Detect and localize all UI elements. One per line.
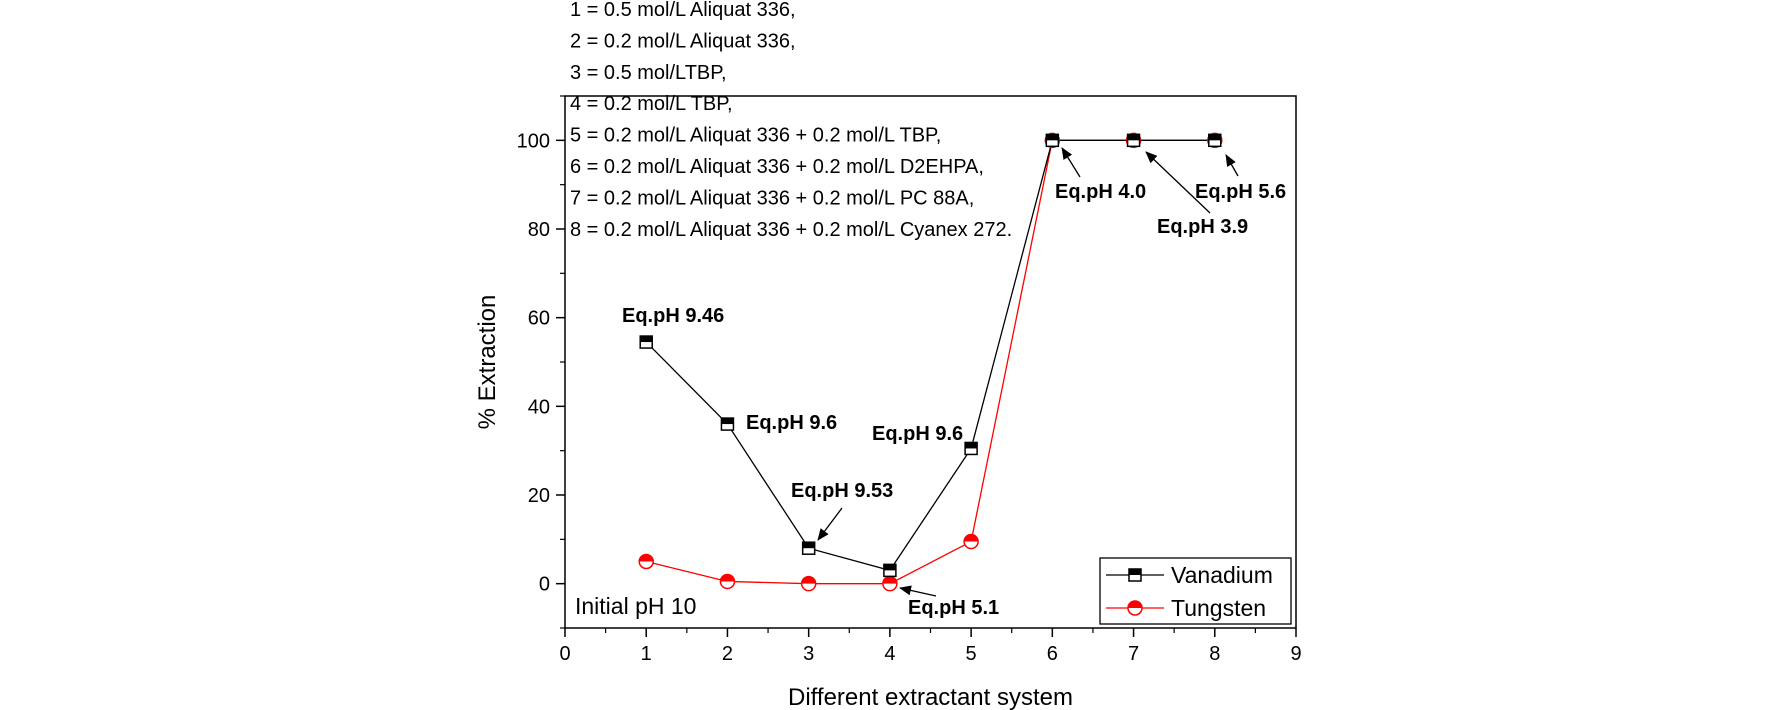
extractant-key-line: 7 = 0.2 mol/L Aliquat 336 + 0.2 mol/L PC…	[570, 187, 974, 209]
extractant-key-line: 5 = 0.2 mol/L Aliquat 336 + 0.2 mol/L TB…	[570, 125, 941, 147]
vanadium-point	[801, 541, 816, 555]
y-axis-title: % Extraction	[474, 295, 501, 430]
eq-ph-annotation: Eq.pH 9.53	[791, 480, 893, 502]
y-tick-label: 0	[539, 574, 550, 596]
tungsten-point	[719, 573, 736, 590]
annotation-arrow	[1225, 154, 1239, 177]
extractant-key-line: 3 = 0.5 mol/LTBP,	[570, 62, 727, 84]
vanadium-line	[645, 139, 1215, 572]
plot-frame-group: 0 1 2 3 4 5 6 7 8 9 0 20 40 60 80 100 Different extracta…	[474, 95, 1302, 710]
extractant-key-group: 1 = 0.5 mol/L Aliquat 336, 2 = 0.2 mol/L …	[570, 0, 1012, 241]
extractant-key-line: 6 = 0.2 mol/L Aliquat 336 + 0.2 mol/L D2…	[570, 156, 984, 178]
x-tick-label: 5	[966, 643, 977, 665]
x-tick-label: 2	[722, 643, 733, 665]
legend-marker-tungsten	[1127, 600, 1143, 616]
eq-ph-annotation: Eq.pH 4.0	[1055, 181, 1146, 203]
annotation-group: Eq.pH 9.46 Eq.pH 9.6 Eq.pH 9.53 Eq.pH 9.6 Eq…	[575, 147, 1286, 619]
vanadium-marker-fill	[721, 418, 734, 425]
tungsten-marker-fill	[882, 576, 897, 584]
vanadium-point	[883, 563, 897, 578]
tungsten-marker-fill	[1128, 601, 1142, 608]
legend-label-tungsten: Tungsten	[1171, 595, 1266, 621]
x-tick-label: 8	[1209, 643, 1220, 665]
tungsten-point	[800, 575, 817, 592]
x-tick-label: 6	[1047, 643, 1058, 665]
extractant-key-line: 8 = 0.2 mol/L Aliquat 336 + 0.2 mol/L Cy…	[570, 219, 1012, 241]
vanadium-point	[1045, 133, 1060, 148]
vanadium-marker-fill	[883, 564, 896, 571]
annotation-arrow	[899, 585, 937, 597]
tungsten-marker-fill	[964, 534, 979, 542]
vanadium-marker-fill	[1046, 134, 1059, 141]
vanadium-point	[1126, 133, 1141, 148]
tungsten-marker-fill	[639, 554, 654, 562]
x-tick-label: 3	[803, 643, 814, 665]
y-tick-label: 80	[528, 219, 550, 241]
tungsten-marker-fill	[720, 574, 735, 582]
annotation-arrow	[1061, 147, 1081, 178]
legend-group: Vanadium Tungsten	[1099, 557, 1292, 625]
y-tick-label: 60	[528, 308, 550, 330]
eq-ph-annotation: Eq.pH 5.1	[908, 597, 999, 619]
tungsten-point	[882, 575, 898, 592]
vanadium-marker-fill	[1208, 134, 1221, 141]
extractant-key-line: 1 = 0.5 mol/L Aliquat 336,	[570, 0, 796, 21]
x-axis-title: Different extractant system	[788, 684, 1073, 710]
legend-marker-vanadium	[1128, 568, 1142, 582]
vanadium-marker-fill	[1129, 569, 1141, 575]
tungsten-point	[638, 553, 654, 570]
x-tick-label: 0	[559, 643, 570, 665]
eq-ph-annotation: Eq.pH 9.46	[622, 305, 724, 327]
eq-ph-annotation: Eq.pH 3.9	[1157, 216, 1248, 238]
vanadium-marker-fill	[1127, 134, 1140, 141]
vanadium-marker-fill	[640, 336, 653, 343]
annotation-arrow	[1145, 151, 1211, 214]
x-tick-label: 9	[1290, 643, 1301, 665]
legend-label-vanadium: Vanadium	[1171, 562, 1273, 588]
vanadium-marker-fill	[802, 542, 815, 549]
y-tick-label: 20	[528, 485, 550, 507]
vanadium-point	[964, 441, 978, 456]
extractant-key-line: 4 = 0.2 mol/L TBP,	[570, 93, 733, 115]
initial-ph-label: Initial pH 10	[575, 593, 696, 619]
vanadium-marker-fill	[965, 442, 978, 449]
eq-ph-annotation: Eq.pH 9.6	[746, 412, 837, 434]
tungsten-marker-fill	[801, 576, 816, 584]
extractant-key-line: 2 = 0.2 mol/L Aliquat 336,	[570, 30, 796, 52]
tungsten-point	[963, 533, 979, 550]
x-tick-label: 1	[641, 643, 652, 665]
eq-ph-annotation: Eq.pH 5.6	[1195, 181, 1286, 203]
vanadium-point	[720, 417, 735, 431]
annotation-arrow	[817, 507, 843, 541]
series-group	[638, 132, 1223, 592]
eq-ph-annotation: Eq.pH 9.6	[872, 423, 963, 445]
x-tick-label: 7	[1128, 643, 1139, 665]
vanadium-point	[1208, 133, 1222, 148]
x-tick-label: 4	[884, 643, 895, 665]
y-tick-label: 40	[528, 396, 550, 418]
y-tick-label: 100	[517, 130, 550, 152]
vanadium-point	[639, 335, 653, 349]
